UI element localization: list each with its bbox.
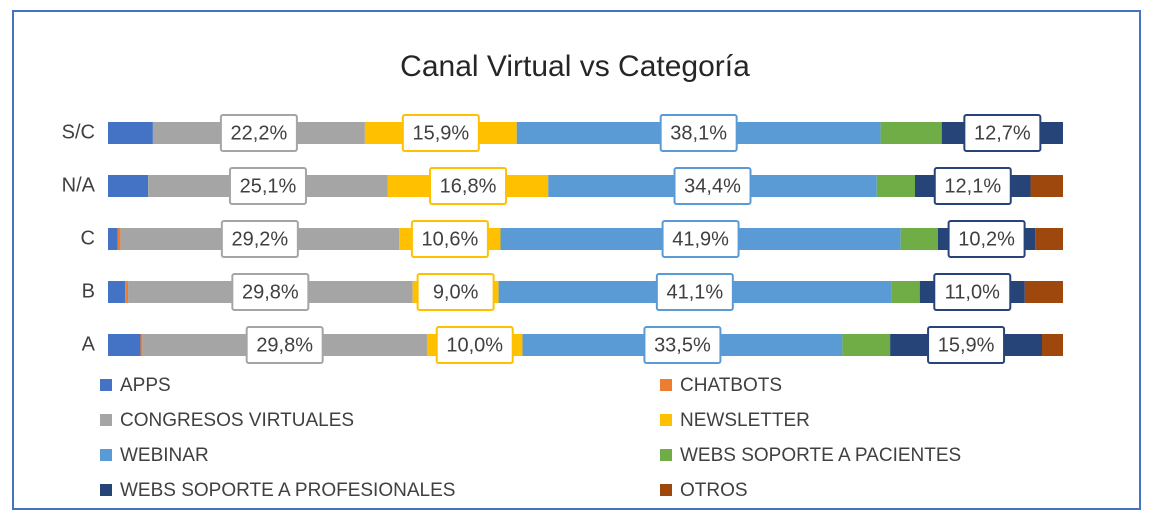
data-label: 22,2%: [231, 122, 288, 144]
data-label: 9,0%: [433, 281, 479, 303]
data-label-box: [245, 326, 324, 364]
bar-segment: [1030, 175, 1063, 197]
chart-title: Canal Virtual vs Categoría: [400, 50, 750, 83]
data-label-box: [661, 220, 740, 258]
legend-swatch: [660, 414, 672, 426]
data-label-box: [947, 220, 1026, 258]
data-label-box: [659, 114, 738, 152]
data-label-box: [933, 167, 1012, 205]
legend-label: CHATBOTS: [680, 375, 782, 396]
data-label-box: [401, 114, 480, 152]
bar-segment: [140, 334, 143, 356]
y-tick-label: B: [82, 280, 95, 302]
data-label-box: [231, 273, 310, 311]
legend-label: OTROS: [680, 480, 748, 501]
data-label: 29,8%: [256, 334, 313, 356]
data-label-box: [933, 273, 1012, 311]
legend-swatch: [660, 379, 672, 391]
data-label-box: [927, 326, 1006, 364]
data-label: 29,2%: [231, 228, 288, 250]
data-label: 33,5%: [654, 334, 711, 356]
bar-segment: [900, 228, 938, 250]
bar-segment: [842, 334, 891, 356]
y-tick-label: C: [81, 227, 95, 249]
bar-segment: [876, 175, 915, 197]
bar-segment: [880, 122, 942, 144]
data-label: 38,1%: [670, 122, 727, 144]
data-label: 25,1%: [240, 175, 297, 197]
data-label-box: [220, 220, 299, 258]
legend-label: WEBINAR: [120, 445, 209, 466]
data-label: 12,1%: [944, 175, 1001, 197]
legend-swatch: [660, 449, 672, 461]
data-label: 34,4%: [684, 175, 741, 197]
data-label: 10,0%: [446, 334, 503, 356]
data-label: 41,9%: [672, 228, 729, 250]
y-tick-label: A: [82, 333, 96, 355]
bar-segment: [108, 228, 118, 250]
bar-segment: [108, 334, 141, 356]
data-label-box: [219, 114, 298, 152]
bar-segment: [1041, 334, 1063, 356]
data-label-box: [410, 220, 489, 258]
data-label: 16,8%: [440, 175, 497, 197]
data-label-box: [416, 273, 495, 311]
y-tick-label: N/A: [62, 174, 96, 196]
legend-label: CONGRESOS VIRTUALES: [120, 410, 354, 431]
chart-border: [12, 10, 1141, 510]
legend-swatch: [100, 484, 112, 496]
legend-swatch: [100, 414, 112, 426]
bar-segment: [1035, 228, 1063, 250]
legend-label: NEWSLETTER: [680, 410, 810, 431]
data-label: 10,6%: [422, 228, 479, 250]
legend-label: WEBS SOPORTE A PACIENTES: [680, 445, 961, 466]
bar-segment: [117, 228, 121, 250]
legend-label: APPS: [120, 375, 171, 396]
bar-segment: [108, 175, 149, 197]
data-label: 12,7%: [974, 122, 1031, 144]
data-label: 15,9%: [938, 334, 995, 356]
bar-segment: [891, 281, 920, 303]
data-label-box: [435, 326, 514, 364]
data-label-box: [655, 273, 734, 311]
legend-label: WEBS SOPORTE A PROFESIONALES: [120, 480, 455, 501]
data-label-box: [643, 326, 722, 364]
legend-swatch: [100, 449, 112, 461]
data-label: 29,8%: [242, 281, 299, 303]
legend-swatch: [100, 379, 112, 391]
y-tick-label: S/C: [62, 121, 95, 143]
data-label-box: [673, 167, 752, 205]
bar-segment: [108, 122, 153, 144]
bar-segment: [1024, 281, 1063, 303]
data-label: 15,9%: [412, 122, 469, 144]
legend-swatch: [660, 484, 672, 496]
data-label-box: [429, 167, 508, 205]
data-label: 11,0%: [945, 281, 1000, 303]
data-label: 41,1%: [666, 281, 723, 303]
bar-segment: [125, 281, 129, 303]
data-label-box: [963, 114, 1042, 152]
bar-segment: [108, 281, 126, 303]
data-label: 10,2%: [958, 228, 1015, 250]
data-label-box: [228, 167, 307, 205]
